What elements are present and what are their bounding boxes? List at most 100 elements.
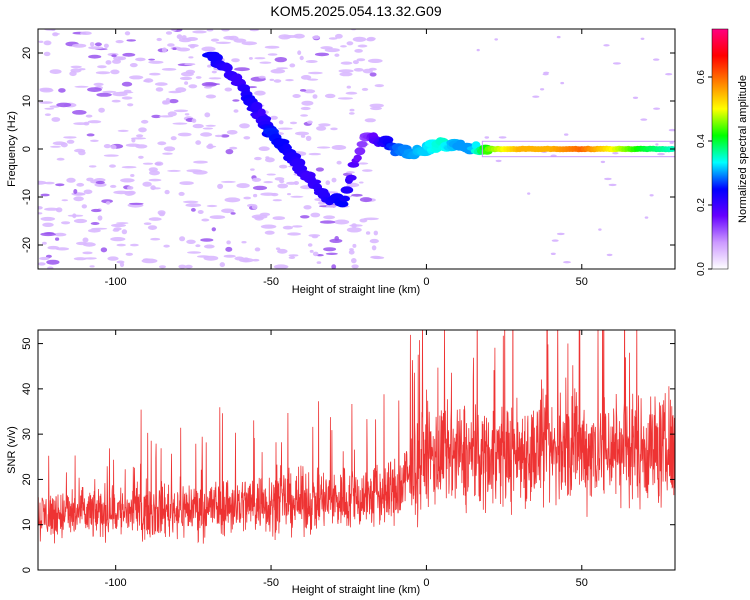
- noise-blob: [312, 251, 319, 257]
- noise-blob: [95, 180, 105, 185]
- noise-blob: [270, 68, 286, 74]
- noise-blob: [192, 123, 204, 129]
- ridge-point: [207, 53, 223, 63]
- noise-blob: [187, 251, 202, 254]
- noise-blob: [200, 238, 214, 242]
- colorbar-tick-label: 0.6: [696, 70, 707, 84]
- noise-blob: [40, 232, 56, 237]
- snr-x-ticks: -100 -50 0 50: [105, 330, 588, 589]
- noise-blob: [269, 78, 275, 81]
- noise-blob: [371, 245, 377, 251]
- noise-blob: [214, 134, 223, 138]
- noise-blob: [167, 169, 181, 172]
- noise-blob: [288, 256, 296, 259]
- colorbar-tick-label: 0.4: [696, 134, 707, 148]
- noise-blob: [657, 152, 665, 156]
- noise-blob: [334, 219, 350, 225]
- noise-blob: [98, 107, 105, 113]
- noise-blob: [362, 68, 373, 74]
- noise-blob: [264, 230, 275, 235]
- noise-blob: [564, 133, 569, 136]
- noise-blob: [224, 87, 233, 92]
- noise-blob: [612, 62, 621, 65]
- noise-blob: [61, 221, 71, 225]
- noise-blob: [653, 107, 661, 110]
- noise-blob: [121, 229, 128, 235]
- noise-blob: [38, 40, 44, 43]
- noise-blob: [668, 128, 675, 132]
- ridge-point: [340, 186, 354, 194]
- noise-blob: [49, 145, 62, 148]
- noise-blob: [168, 99, 179, 104]
- noise-blob: [357, 162, 369, 165]
- noise-blob: [157, 141, 167, 146]
- noise-blob: [551, 239, 559, 242]
- noise-blob: [211, 70, 217, 74]
- noise-blob: [184, 113, 190, 116]
- noise-blob: [192, 30, 207, 34]
- noise-blob: [325, 204, 337, 208]
- noise-blob: [115, 40, 124, 44]
- noise-blob: [339, 72, 353, 77]
- colorbar-tick-label: 0.2: [696, 198, 707, 212]
- noise-blob: [38, 180, 47, 185]
- noise-blob: [277, 127, 293, 130]
- noise-blob: [161, 68, 177, 71]
- noise-blob: [124, 31, 131, 36]
- noise-blob: [55, 183, 65, 187]
- noise-blob: [200, 132, 213, 137]
- noise-blob: [58, 88, 66, 93]
- noise-blob: [356, 58, 366, 62]
- noise-blob: [556, 35, 561, 39]
- noise-blob: [225, 246, 233, 252]
- noise-blob: [495, 159, 502, 163]
- noise-blob: [363, 217, 379, 221]
- noise-blob: [110, 144, 117, 150]
- noise-blob: [300, 134, 306, 138]
- noise-blob: [207, 145, 217, 148]
- noise-blob: [279, 164, 288, 169]
- noise-blob: [305, 60, 318, 63]
- noise-blob: [176, 34, 183, 40]
- noise-blob: [117, 129, 129, 132]
- noise-blob: [359, 181, 364, 184]
- noise-blob: [155, 87, 164, 92]
- noise-blob: [185, 203, 202, 208]
- noise-blob: [74, 85, 89, 88]
- noise-blob: [277, 183, 289, 189]
- noise-blob: [154, 82, 168, 86]
- noise-blob: [53, 232, 67, 237]
- spectrogram-x-label: Height of straight line (km): [292, 284, 420, 296]
- noise-blob: [38, 262, 46, 266]
- noise-blob: [121, 81, 133, 87]
- noise-blob: [76, 182, 85, 187]
- spectrogram-y-ticks: -20 -10 0 10 20: [21, 47, 675, 253]
- noise-blob: [251, 204, 258, 210]
- noise-blob: [179, 76, 193, 81]
- noise-blob: [251, 177, 262, 182]
- noise-blob: [484, 136, 490, 139]
- noise-blob: [540, 88, 545, 91]
- noise-blob: [365, 231, 371, 235]
- noise-blob: [300, 215, 310, 219]
- noise-blob: [42, 222, 54, 227]
- figure-title: KOM5.2025.054.13.32.G09: [270, 3, 441, 19]
- noise-blob: [252, 258, 260, 262]
- noise-blob: [352, 243, 357, 248]
- noise-blob: [113, 190, 130, 195]
- noise-blob: [150, 237, 161, 241]
- noise-blob: [107, 256, 119, 261]
- noise-blob: [287, 232, 301, 236]
- noise-blob: [334, 53, 340, 57]
- noise-blob: [316, 261, 322, 264]
- noise-blob: [272, 216, 286, 221]
- y-tick-label: 50: [21, 337, 33, 349]
- noise-blob: [560, 81, 565, 85]
- noise-blob: [103, 43, 109, 48]
- noise-blob: [266, 173, 276, 176]
- noise-blob: [116, 222, 129, 225]
- noise-blob: [91, 208, 101, 213]
- noise-blob: [330, 127, 338, 131]
- noise-blob: [250, 168, 255, 171]
- noise-blob: [130, 137, 147, 140]
